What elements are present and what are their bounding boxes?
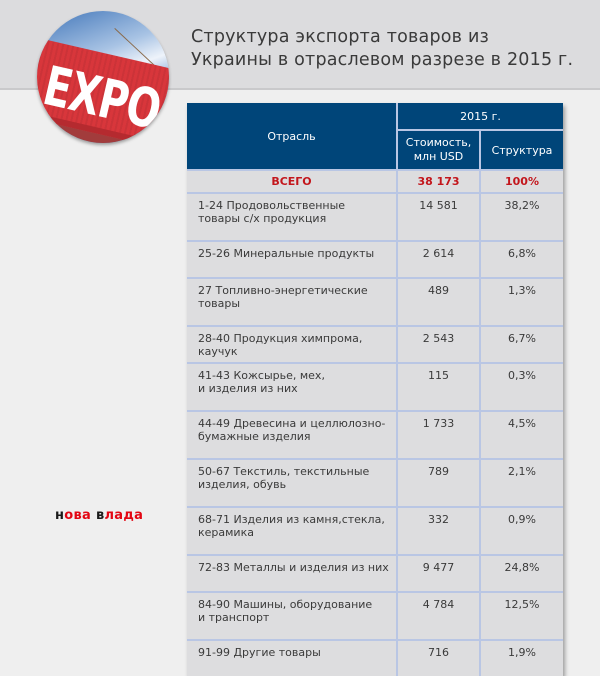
brand-text: лада bbox=[104, 508, 144, 523]
industry-name-line1: 44-49 Древесина и целлюлозно- bbox=[198, 417, 386, 430]
export-share: 38,2% bbox=[479, 192, 563, 242]
industry-name-line1: 84-90 Машины, оборудование bbox=[198, 598, 373, 611]
export-share: 0,9% bbox=[479, 506, 563, 556]
table-row: 41-43 Кожсырье, мех, и изделия из них 11… bbox=[187, 362, 563, 412]
industry-name: 72-83 Металлы и изделия из них bbox=[187, 554, 398, 593]
export-value: 332 bbox=[396, 506, 481, 556]
export-share: 4,5% bbox=[479, 410, 563, 460]
table-row: 84-90 Машины, оборудование и транспорт 4… bbox=[187, 591, 563, 641]
industry-name-line2: бумажные изделия bbox=[198, 430, 311, 443]
total-share: 100% bbox=[479, 169, 563, 194]
table-row: 27 Топливно-энергетические товары 489 1,… bbox=[187, 277, 563, 327]
export-share: 1,9% bbox=[479, 639, 563, 676]
export-value: 716 bbox=[396, 639, 481, 676]
export-logo-image: EXPORT bbox=[37, 11, 169, 143]
table-row: 1-24 Продовольственные товары с/х продук… bbox=[187, 192, 563, 242]
industry-name-line1: 91-99 Другие товары bbox=[198, 646, 321, 659]
export-structure-table: Отрасль 2015 г. Стоимость, млн USD Струк… bbox=[187, 103, 563, 676]
export-value: 2 614 bbox=[396, 240, 481, 279]
total-value: 38 173 bbox=[396, 169, 481, 194]
industry-name: 50-67 Текстиль, текстильные изделия, обу… bbox=[187, 458, 398, 508]
column-header-year: 2015 г. bbox=[396, 103, 563, 131]
industry-name-line1: 68-71 Изделия из камня,стекла, bbox=[198, 513, 385, 526]
total-label: ВСЕГО bbox=[187, 169, 398, 194]
industry-name-line1: 25-26 Минеральные продукты bbox=[198, 247, 375, 260]
table-row: 72-83 Металлы и изделия из них 9 477 24,… bbox=[187, 554, 563, 593]
industry-name-line2: и изделия из них bbox=[198, 382, 298, 395]
column-header-value-line1: Стоимость, bbox=[405, 136, 472, 149]
export-share: 2,1% bbox=[479, 458, 563, 508]
page-title: Структура экспорта товаров из Украины в … bbox=[191, 26, 573, 72]
export-share: 6,8% bbox=[479, 240, 563, 279]
industry-name: 25-26 Минеральные продукты bbox=[187, 240, 398, 279]
table-row: 50-67 Текстиль, текстильные изделия, обу… bbox=[187, 458, 563, 508]
industry-name: 84-90 Машины, оборудование и транспорт bbox=[187, 591, 398, 641]
export-share: 24,8% bbox=[479, 554, 563, 593]
export-value: 115 bbox=[396, 362, 481, 412]
export-value: 489 bbox=[396, 277, 481, 327]
table-row: 28-40 Продукция химпрома, каучук 2 543 6… bbox=[187, 325, 563, 364]
industry-name-line1: 72-83 Металлы и изделия из них bbox=[198, 561, 389, 574]
export-share: 1,3% bbox=[479, 277, 563, 327]
table-row: 44-49 Древесина и целлюлозно- бумажные и… bbox=[187, 410, 563, 460]
export-share: 6,7% bbox=[479, 325, 563, 364]
brand-letter: в bbox=[95, 508, 105, 523]
brand-text: ова bbox=[64, 508, 96, 523]
industry-name: 91-99 Другие товары bbox=[187, 639, 398, 676]
export-value: 2 543 bbox=[396, 325, 481, 364]
table-row: 25-26 Минеральные продукты 2 614 6,8% bbox=[187, 240, 563, 279]
industry-name-line2: керамика bbox=[198, 526, 254, 539]
column-header-value: Стоимость, млн USD bbox=[396, 129, 481, 171]
table-row: 91-99 Другие товары 716 1,9% bbox=[187, 639, 563, 676]
brand-letter: н bbox=[55, 508, 65, 523]
industry-name-line2: и транспорт bbox=[198, 611, 270, 624]
industry-name: 44-49 Древесина и целлюлозно- бумажные и… bbox=[187, 410, 398, 460]
export-value: 1 733 bbox=[396, 410, 481, 460]
industry-name: 27 Топливно-энергетические товары bbox=[187, 277, 398, 327]
export-value: 9 477 bbox=[396, 554, 481, 593]
industry-name-line2: товары с/х продукция bbox=[198, 212, 327, 225]
export-value: 4 784 bbox=[396, 591, 481, 641]
industry-name-line1: 27 Топливно-энергетические bbox=[198, 284, 368, 297]
column-header-value-line2: млн USD bbox=[413, 150, 464, 163]
industry-name-line1: 1-24 Продовольственные bbox=[198, 199, 346, 212]
industry-name-line2: изделия, обувь bbox=[198, 478, 287, 491]
industry-name-line1: 28-40 Продукция химпрома, каучук bbox=[198, 332, 363, 358]
export-share: 12,5% bbox=[479, 591, 563, 641]
column-header-share: Структура bbox=[479, 129, 563, 171]
title-line-1: Структура экспорта товаров из bbox=[191, 27, 490, 47]
industry-name-line1: 50-67 Текстиль, текстильные bbox=[198, 465, 370, 478]
export-value: 789 bbox=[396, 458, 481, 508]
column-header-industry: Отрасль bbox=[187, 103, 398, 171]
export-value: 14 581 bbox=[396, 192, 481, 242]
title-line-2: Украины в отраслевом разрезе в 2015 г. bbox=[191, 50, 574, 70]
nova-vlada-logo: нова влада bbox=[55, 508, 143, 523]
export-share: 0,3% bbox=[479, 362, 563, 412]
table-row-total: ВСЕГО 38 173 100% bbox=[187, 169, 563, 194]
industry-name: 28-40 Продукция химпрома, каучук bbox=[187, 325, 398, 364]
industry-name: 68-71 Изделия из камня,стекла, керамика bbox=[187, 506, 398, 556]
industry-name: 41-43 Кожсырье, мех, и изделия из них bbox=[187, 362, 398, 412]
table-row: 68-71 Изделия из камня,стекла, керамика … bbox=[187, 506, 563, 556]
industry-name-line2: товары bbox=[198, 297, 241, 310]
industry-name-line1: 41-43 Кожсырье, мех, bbox=[198, 369, 325, 382]
industry-name: 1-24 Продовольственные товары с/х продук… bbox=[187, 192, 398, 242]
